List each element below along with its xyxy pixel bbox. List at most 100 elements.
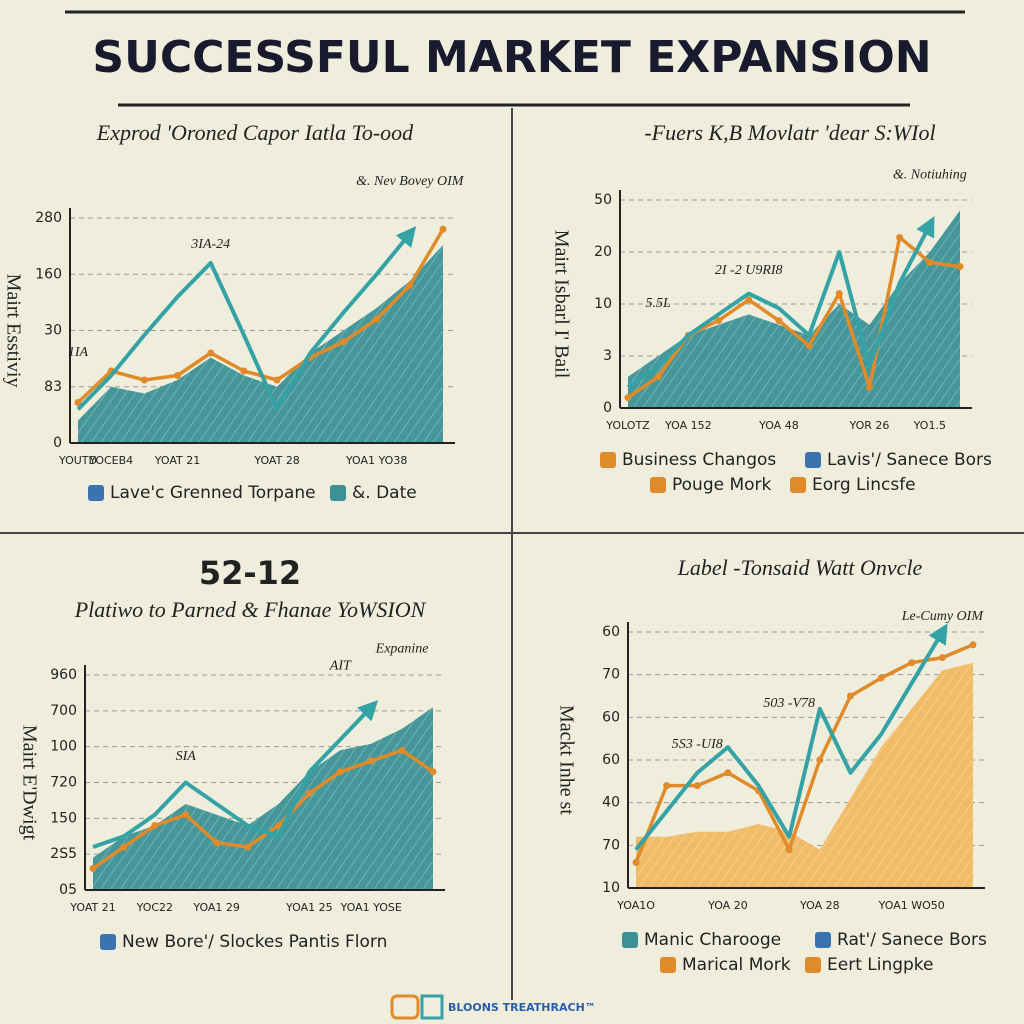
area-hatch (636, 662, 973, 888)
annotation: 2I -2 U9RI8 (715, 263, 783, 278)
y-tick-label: 960 (50, 667, 77, 683)
point (775, 317, 783, 325)
y-tick-label: 30 (44, 323, 62, 339)
point (89, 865, 97, 872)
y-tick-label: 50 (594, 192, 612, 208)
legend-label: Rat'/ Sanece Bors (837, 930, 987, 950)
annotation: 503 -V78 (763, 696, 815, 711)
x-tick-label: YOA1 WO50 (878, 899, 945, 912)
point (182, 811, 190, 819)
x-tick-label: YO1.5 (913, 419, 946, 432)
y-tick-label: 60 (602, 709, 620, 725)
x-tick-label: YOA 48 (758, 419, 799, 432)
legend-swatch (805, 452, 821, 468)
point (805, 342, 813, 350)
x-tick-label: YOA 20 (707, 899, 748, 912)
page-title: SUCCESSFUL MARKET EXPANSION (92, 32, 931, 83)
x-tick-label: YOUTD (58, 454, 97, 467)
point (273, 376, 281, 384)
y-tick-label: 0 (53, 435, 62, 451)
x-tick-label: YOA1O (616, 899, 655, 912)
line (92, 700, 379, 849)
legend-swatch (660, 957, 676, 973)
logo (390, 994, 420, 1020)
x-tick-label: YOR 26 (848, 419, 889, 432)
legend-label: &. Date (352, 483, 417, 503)
point (398, 746, 406, 754)
x-tick-label: YOA1 YOSE (340, 901, 402, 914)
legend-swatch (815, 932, 831, 948)
chart-title: -Fuers K,B Movlatr 'dear S:WIol (644, 120, 935, 145)
y-axis-label: Mairt Esstiviy (2, 274, 24, 388)
x-tick-label: YOAT 28 (253, 454, 299, 467)
logo (420, 994, 444, 1020)
point (865, 383, 873, 391)
point (663, 782, 671, 790)
area-hatch (78, 245, 443, 443)
point (745, 296, 753, 304)
y-tick-label: 60 (602, 624, 620, 640)
legend-label: Eorg Lincsfe (812, 475, 916, 495)
annotation: 5S3 -UI8 (672, 737, 723, 752)
legend-swatch (100, 934, 116, 950)
y-axis-label: Mackt Inhe st (555, 705, 577, 815)
point (151, 822, 159, 829)
chart-title: Label -Tonsaid Watt Onvcle (677, 555, 923, 580)
point (926, 258, 934, 266)
y-tick-label: 2S5 (50, 846, 77, 862)
point (908, 659, 916, 667)
line (634, 623, 948, 851)
legend-swatch (88, 485, 104, 501)
x-tick-label: YOA 152 (664, 419, 712, 432)
y-tick-label: 150 (50, 810, 77, 826)
x-tick-label: YOA1 29 (192, 901, 240, 914)
annotation: 1IA (68, 345, 89, 360)
chart-title: Platiwo to Parned & Fhanae YoWSION (74, 597, 427, 622)
y-tick-label: 10 (594, 296, 612, 312)
annotation: 5.5L (646, 296, 672, 311)
point (715, 317, 723, 325)
legend-label: Eert Lingpke (827, 955, 934, 975)
y-axis-label: Mairt Isbarl I' Bail (550, 230, 572, 379)
y-tick-label: 60 (602, 752, 620, 768)
point (969, 641, 977, 649)
point (213, 839, 221, 847)
x-tick-label: YOA1 25 (285, 901, 333, 914)
legend-label: Marical Mork (682, 955, 791, 975)
annotation: 3IA-24 (190, 237, 230, 252)
y-tick-label: 83 (44, 379, 62, 395)
point (938, 654, 946, 662)
point (120, 843, 128, 851)
annotation: AIT (329, 659, 352, 674)
point (785, 846, 793, 854)
legend-swatch (805, 957, 821, 973)
point (207, 349, 215, 357)
x-tick-label: YOA 28 (799, 899, 840, 912)
annotation: SIA (176, 749, 197, 764)
point (724, 769, 732, 777)
y-tick-label: 700 (50, 703, 77, 719)
point (632, 858, 640, 866)
point (240, 367, 248, 375)
annotation: Le-Cumy OIM (901, 609, 985, 624)
footer: BLOONS TREATHRACH™ (448, 1001, 596, 1014)
x-tick-label: YOAT 21 (154, 454, 200, 467)
y-tick-label: 70 (602, 837, 620, 853)
legend-label: Lave'c Grenned Torpane (110, 483, 316, 503)
point (339, 338, 347, 346)
chart-title: Exprod 'Oroned Capor Iatla To-ood (96, 120, 414, 145)
x-tick-label: YOA1 YO38 (345, 454, 407, 467)
point (406, 282, 414, 289)
legend-swatch (650, 477, 666, 493)
area-hatch (93, 707, 433, 890)
legend-label: Lavis'/ Sanece Bors (827, 450, 992, 470)
legend-swatch (790, 477, 806, 493)
x-tick-label: YOCEB4 (88, 454, 133, 467)
y-tick-label: 280 (35, 210, 62, 226)
y-tick-label: 3 (603, 348, 612, 364)
point (624, 394, 632, 402)
point (835, 290, 843, 298)
point (140, 376, 148, 384)
point (439, 225, 447, 233)
